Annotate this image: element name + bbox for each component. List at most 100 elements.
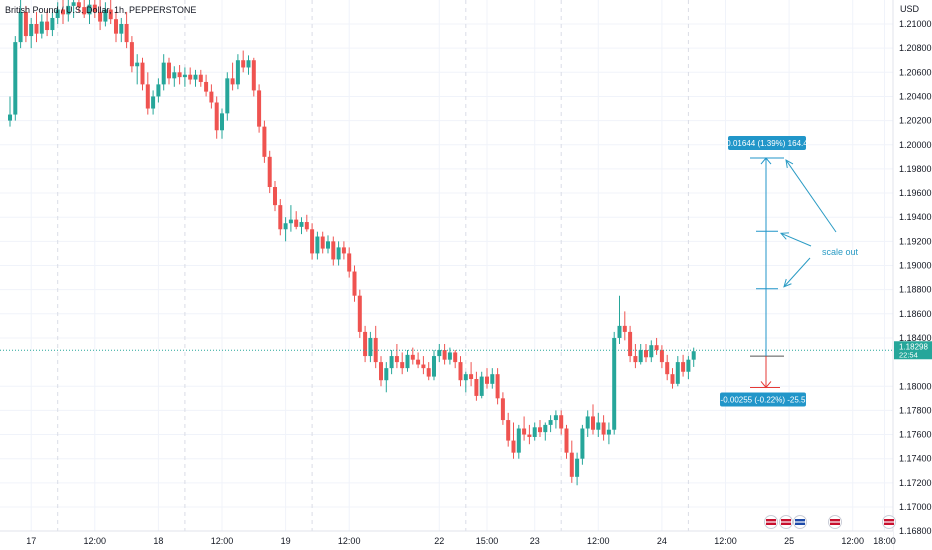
candle-body [585,416,590,429]
time-tick-label: 18:00 [873,536,896,546]
candle-body [66,5,71,15]
price-tick-label: 1.17400 [899,454,932,464]
candle-body [458,362,463,381]
candle-body [553,415,558,421]
candle-body [13,42,18,115]
time-tick-label: 17 [26,536,36,546]
candle-body [76,2,81,8]
candle-body [135,62,140,67]
candle-body [241,60,246,68]
candle-body [633,356,638,363]
candle-body [681,362,686,372]
candle-body [310,229,315,254]
candle-body [686,359,691,372]
time-tick-label: 12:00 [338,536,361,546]
candle-body [140,62,145,85]
candle-body [209,91,214,103]
candle-body [167,62,171,79]
candle-body [294,219,299,227]
candle-body [161,62,166,85]
price-tick-label: 1.19400 [899,212,932,222]
candle-body [548,420,553,425]
candle-body [612,337,617,430]
grid-layer [0,0,893,532]
candle-body [278,205,283,230]
us-flag-icon[interactable] [828,515,842,529]
candle-body [622,325,627,332]
price-tick-label: 1.18600 [899,309,932,319]
gb-flag-icon[interactable] [882,515,896,529]
us-flag-icon[interactable] [779,515,793,529]
candle-body [320,236,325,249]
candle-body [299,222,304,227]
event-icons [764,515,896,529]
candle-body [421,364,426,369]
candle-body [220,113,224,131]
price-tick-label: 1.20800 [899,43,932,53]
time-tick-label: 24 [657,536,667,546]
candle-body [61,9,65,15]
candle-body [453,352,458,363]
candle-body [400,362,405,369]
candle-body [92,4,97,12]
candle-body [389,356,394,369]
candle-body [617,325,622,338]
measure-down-label: -0.00255 (-0.22%) -25.5 [721,395,806,404]
price-tick-label: 1.18000 [899,381,932,391]
candle-body [87,4,92,15]
eu-flag-icon[interactable] [793,515,807,529]
candle-body [543,424,548,433]
candle-body [267,156,272,188]
measure-up-arrowhead [760,157,772,165]
price-tick-label: 1.19000 [899,261,932,271]
annotation-arrowhead [785,159,794,169]
price-tick-label: 1.21000 [899,19,932,29]
candle-body [474,379,479,396]
candle-body [177,72,182,78]
candle-body [326,241,330,249]
candle-body [670,374,675,384]
time-tick-label: 12:00 [84,536,107,546]
candle-body [437,350,442,357]
candle-body [262,126,267,157]
candle-body [304,222,309,230]
candle-body [172,72,177,79]
candle-body [151,96,156,109]
candle-body [426,368,431,377]
candle-body [575,458,580,477]
candle-body [283,223,288,230]
candle-body [29,24,34,37]
candle-body [251,60,256,91]
candle-body [485,376,489,384]
candle-body [225,78,230,114]
current-price-tag-bg [894,341,932,360]
gb-flag-icon[interactable] [764,515,778,529]
candle-body [601,422,606,435]
candle-body [331,241,336,260]
candle-body [336,247,341,260]
time-axis-background[interactable] [0,531,893,550]
candle-body [18,11,23,43]
price-tick-label: 1.20600 [899,67,932,77]
price-tick-label: 1.18800 [899,285,932,295]
time-tick-label: 12:00 [587,536,610,546]
candle-body [341,247,346,254]
candle-body [119,24,124,34]
price-tick-label: 1.18400 [899,333,932,343]
candle-body [145,84,150,109]
measure-up-label: 0.01644 (1.39%) 164.4 [726,139,808,148]
candle-body [156,84,161,97]
candle-body [230,78,235,85]
time-tick-label: 12:00 [714,536,737,546]
candle-body [182,74,187,78]
price-axis-background[interactable] [893,0,932,550]
candle-body [463,374,468,381]
candle-body [198,74,203,82]
annotation-arrow [780,232,812,247]
price-tick-label: 1.17600 [899,430,932,440]
price-tick-label: 1.20200 [899,116,932,126]
candle-layer [8,0,696,486]
